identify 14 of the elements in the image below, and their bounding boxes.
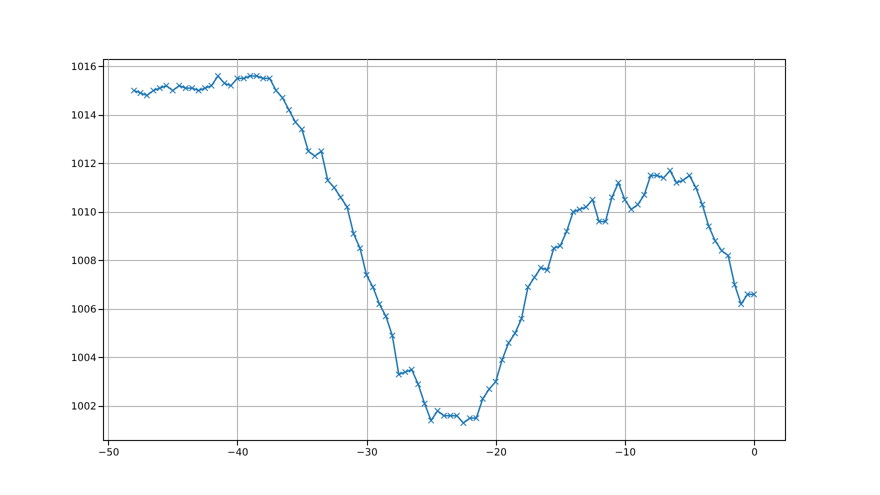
x-tick-label: 0	[751, 448, 758, 458]
x-tick-label: −20	[486, 448, 507, 458]
x-tick-label: −10	[614, 448, 636, 458]
y-tick-label: 1002	[71, 402, 96, 413]
y-tick-label: 1012	[71, 158, 96, 170]
y-tick-label: 1016	[71, 62, 96, 73]
x-tick-label: −40	[227, 448, 248, 458]
x-tick-label: −30	[356, 448, 378, 458]
y-tick-label: 1014	[71, 110, 96, 122]
y-tick-label: 1004	[71, 352, 96, 364]
y-tick-label: 1010	[71, 207, 96, 218]
y-tick-label: 1008	[71, 256, 96, 267]
y-tick-label: 1006	[71, 304, 96, 316]
x-tick-label: −50	[98, 448, 120, 458]
